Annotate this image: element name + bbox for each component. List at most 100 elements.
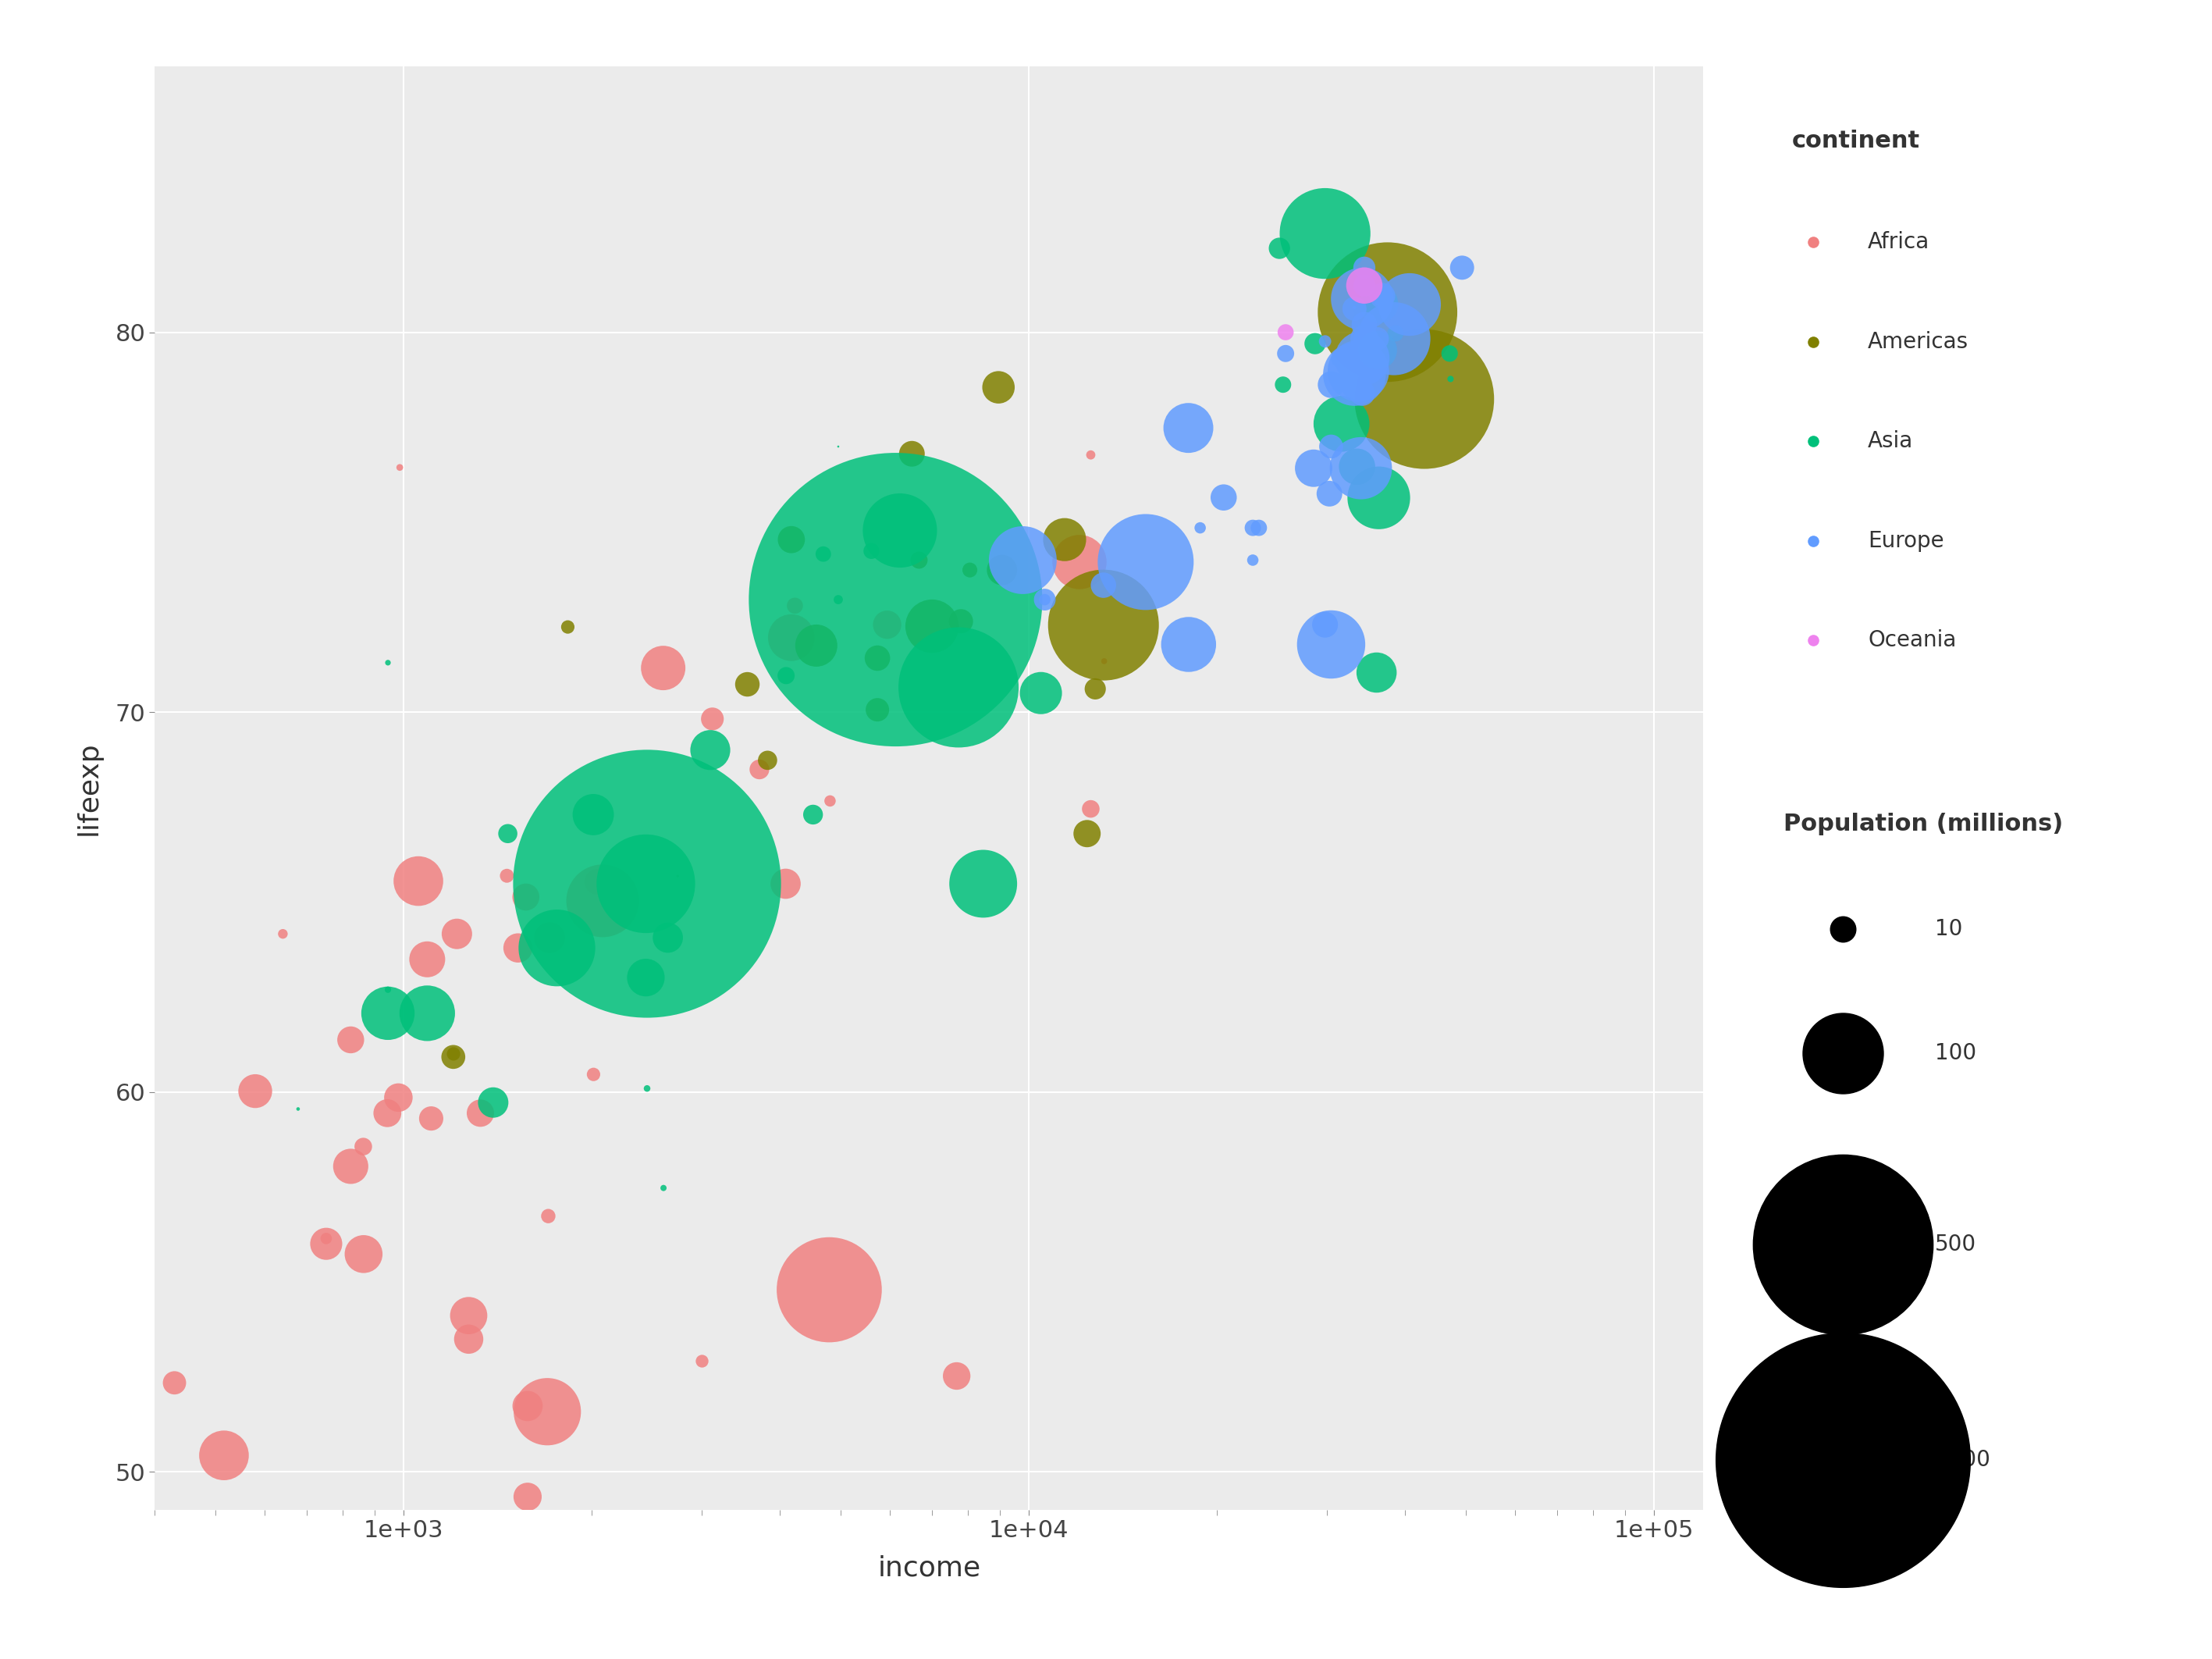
Point xyxy=(500,934,535,961)
Point xyxy=(436,1044,471,1070)
Point xyxy=(1026,586,1062,612)
Point xyxy=(1444,254,1480,280)
Text: 500: 500 xyxy=(1936,1233,1978,1256)
Point xyxy=(1345,340,1380,367)
Point xyxy=(380,1085,416,1112)
Text: Europe: Europe xyxy=(1867,529,1944,552)
Point xyxy=(630,1075,666,1102)
Point xyxy=(1345,325,1380,352)
Point xyxy=(1336,294,1371,320)
Point xyxy=(774,526,810,552)
Point xyxy=(1267,340,1303,367)
Point xyxy=(776,592,812,619)
Point xyxy=(451,1302,487,1329)
Point xyxy=(489,863,524,889)
Point xyxy=(1323,345,1358,372)
Point xyxy=(307,1231,343,1258)
Point xyxy=(1354,294,1389,320)
Point xyxy=(878,586,914,612)
Point xyxy=(1026,586,1062,612)
Text: Asia: Asia xyxy=(1867,430,1913,453)
Point xyxy=(900,547,936,574)
Point xyxy=(509,884,544,911)
Point xyxy=(646,655,681,682)
Point xyxy=(1391,292,1427,319)
Text: Africa: Africa xyxy=(1867,231,1929,254)
Point xyxy=(1825,1447,1860,1473)
Point xyxy=(984,557,1020,584)
Point xyxy=(1358,659,1394,685)
Point xyxy=(1046,526,1082,552)
Point xyxy=(1073,796,1108,823)
Point xyxy=(1298,330,1334,357)
Point xyxy=(1307,221,1343,247)
Point xyxy=(237,1078,272,1105)
Y-axis label: lifeexp: lifeexp xyxy=(75,742,102,834)
Point xyxy=(409,1000,445,1027)
Point xyxy=(1407,387,1442,413)
Point xyxy=(476,1090,511,1117)
Point xyxy=(1077,675,1113,702)
Point xyxy=(1312,481,1347,508)
Point xyxy=(1296,455,1332,481)
Text: Americas: Americas xyxy=(1867,330,1969,353)
Point xyxy=(750,747,785,773)
Point xyxy=(883,518,918,544)
Point xyxy=(1433,365,1469,392)
Point xyxy=(774,624,810,650)
Point xyxy=(854,538,889,564)
Point xyxy=(812,1276,847,1302)
Point xyxy=(1314,372,1349,398)
Point xyxy=(1347,312,1382,338)
Point xyxy=(1345,340,1380,367)
Point xyxy=(157,1370,192,1397)
Point xyxy=(980,373,1015,400)
Point xyxy=(1307,612,1343,639)
Point xyxy=(1345,285,1380,312)
Point xyxy=(646,1175,681,1201)
Point xyxy=(511,1392,546,1418)
Point xyxy=(575,801,611,828)
Point xyxy=(440,921,476,947)
Point xyxy=(1796,428,1832,455)
Text: 1000: 1000 xyxy=(1936,1448,1991,1472)
Point xyxy=(1796,229,1832,255)
Point xyxy=(628,871,664,898)
Point xyxy=(1267,319,1303,345)
Point xyxy=(768,871,803,898)
Point xyxy=(345,1241,380,1267)
Point xyxy=(1234,547,1270,574)
X-axis label: income: income xyxy=(878,1554,980,1581)
Point xyxy=(1338,453,1374,479)
Text: continent: continent xyxy=(1792,129,1920,153)
Point xyxy=(1068,820,1104,846)
Point xyxy=(1234,514,1270,541)
Point xyxy=(281,1095,316,1121)
Point xyxy=(1206,484,1241,511)
Point xyxy=(383,455,418,481)
Point xyxy=(1086,649,1121,675)
Text: Oceania: Oceania xyxy=(1867,629,1955,652)
Point xyxy=(768,662,803,688)
Point xyxy=(812,788,847,815)
Point xyxy=(307,1226,343,1253)
Point xyxy=(1347,254,1382,280)
Point xyxy=(1796,627,1832,654)
Point xyxy=(409,946,445,972)
Point xyxy=(1354,345,1389,372)
Point xyxy=(265,921,301,947)
Point xyxy=(1024,680,1060,707)
Point xyxy=(1062,549,1097,576)
Point xyxy=(1376,325,1411,352)
Point xyxy=(1347,337,1382,363)
Point xyxy=(1323,410,1358,436)
Point xyxy=(575,1062,611,1088)
Point xyxy=(1336,362,1371,388)
Point xyxy=(630,871,666,898)
Point xyxy=(869,612,905,639)
Point xyxy=(206,1442,241,1468)
Point xyxy=(1314,630,1349,657)
Point xyxy=(1314,433,1349,460)
Point xyxy=(551,614,586,640)
Point xyxy=(1347,272,1382,299)
